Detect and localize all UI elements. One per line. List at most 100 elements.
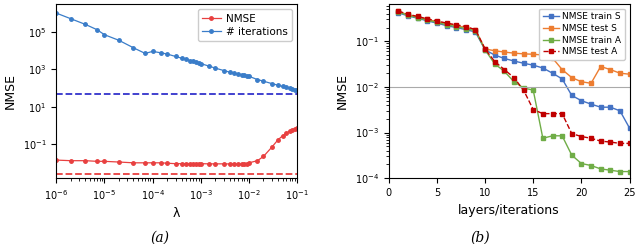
- NMSE train A: [548, 134, 556, 137]
- NMSE test A: [539, 112, 547, 115]
- NMSE train S: [452, 26, 460, 29]
- NMSE test A: [568, 132, 575, 135]
- NMSE: [100, 160, 108, 163]
- NMSE train A: [539, 137, 547, 140]
- # iterations: [178, 57, 186, 60]
- NMSE train S: [588, 103, 595, 106]
- NMSE test S: [491, 49, 499, 52]
- # iterations: [182, 58, 190, 61]
- NMSE train A: [607, 169, 614, 172]
- NMSE: [195, 162, 202, 165]
- # iterations: [211, 67, 219, 70]
- # iterations: [291, 88, 299, 91]
- NMSE test S: [404, 13, 412, 16]
- NMSE train A: [597, 167, 605, 170]
- NMSE train A: [529, 89, 537, 92]
- # iterations: [148, 50, 156, 53]
- NMSE: [226, 163, 234, 165]
- # iterations: [189, 60, 197, 63]
- NMSE train A: [443, 23, 451, 26]
- NMSE train S: [472, 30, 479, 33]
- NMSE test S: [500, 51, 508, 53]
- NMSE test A: [452, 23, 460, 26]
- NMSE test S: [433, 20, 441, 23]
- NMSE test A: [394, 10, 402, 12]
- NMSE test A: [472, 28, 479, 31]
- # iterations: [220, 69, 228, 72]
- NMSE: [268, 145, 276, 148]
- NMSE test A: [607, 141, 614, 143]
- NMSE: [67, 159, 75, 162]
- X-axis label: layers/iterations: layers/iterations: [458, 203, 560, 216]
- NMSE: [230, 163, 238, 165]
- Line: # iterations: # iterations: [54, 11, 299, 92]
- NMSE: [253, 159, 261, 162]
- NMSE test A: [558, 112, 566, 115]
- NMSE: [241, 163, 248, 165]
- NMSE train A: [424, 19, 431, 22]
- NMSE: [115, 161, 123, 163]
- NMSE: [234, 163, 242, 165]
- # iterations: [52, 12, 60, 15]
- NMSE train S: [548, 72, 556, 75]
- NMSE train A: [577, 162, 585, 165]
- NMSE train A: [568, 154, 575, 157]
- NMSE: [197, 162, 205, 165]
- NMSE train S: [481, 48, 489, 51]
- NMSE test A: [510, 76, 518, 79]
- # iterations: [283, 86, 291, 89]
- NMSE test A: [491, 60, 499, 63]
- NMSE: [182, 162, 190, 165]
- NMSE train S: [539, 67, 547, 70]
- Line: NMSE: NMSE: [54, 127, 299, 166]
- NMSE: [283, 132, 291, 135]
- NMSE: [243, 163, 251, 165]
- # iterations: [260, 80, 268, 83]
- # iterations: [234, 72, 242, 75]
- NMSE: [220, 163, 228, 165]
- NMSE train S: [616, 109, 624, 112]
- NMSE: [289, 128, 296, 131]
- NMSE test S: [616, 72, 624, 75]
- NMSE train S: [433, 22, 441, 25]
- NMSE: [192, 162, 200, 165]
- # iterations: [186, 59, 194, 62]
- NMSE: [205, 163, 213, 165]
- NMSE train S: [414, 17, 422, 20]
- NMSE test S: [510, 52, 518, 55]
- NMSE train S: [462, 28, 470, 31]
- # iterations: [230, 72, 238, 75]
- # iterations: [245, 75, 253, 78]
- # iterations: [195, 61, 202, 64]
- NMSE train A: [510, 80, 518, 83]
- NMSE: [260, 155, 268, 158]
- NMSE: [148, 161, 156, 164]
- NMSE train A: [452, 25, 460, 28]
- NMSE test S: [607, 68, 614, 71]
- # iterations: [253, 78, 261, 81]
- NMSE test S: [472, 28, 479, 31]
- NMSE train S: [424, 20, 431, 22]
- NMSE: [157, 161, 165, 164]
- # iterations: [226, 71, 234, 74]
- NMSE train A: [433, 21, 441, 24]
- NMSE train A: [588, 164, 595, 167]
- NMSE: [293, 127, 301, 130]
- NMSE test A: [500, 68, 508, 71]
- NMSE test A: [443, 22, 451, 25]
- # iterations: [115, 39, 123, 42]
- NMSE test S: [394, 10, 402, 13]
- NMSE train S: [443, 24, 451, 27]
- Legend: NMSE, # iterations: NMSE, # iterations: [198, 9, 292, 41]
- NMSE train A: [414, 16, 422, 19]
- # iterations: [81, 23, 89, 26]
- NMSE: [274, 138, 282, 141]
- X-axis label: λ: λ: [173, 207, 180, 220]
- NMSE test S: [414, 16, 422, 19]
- NMSE: [178, 162, 186, 165]
- # iterations: [141, 52, 149, 55]
- NMSE train S: [568, 94, 575, 97]
- NMSE test S: [462, 26, 470, 29]
- NMSE train A: [558, 134, 566, 137]
- Text: (b): (b): [470, 231, 490, 244]
